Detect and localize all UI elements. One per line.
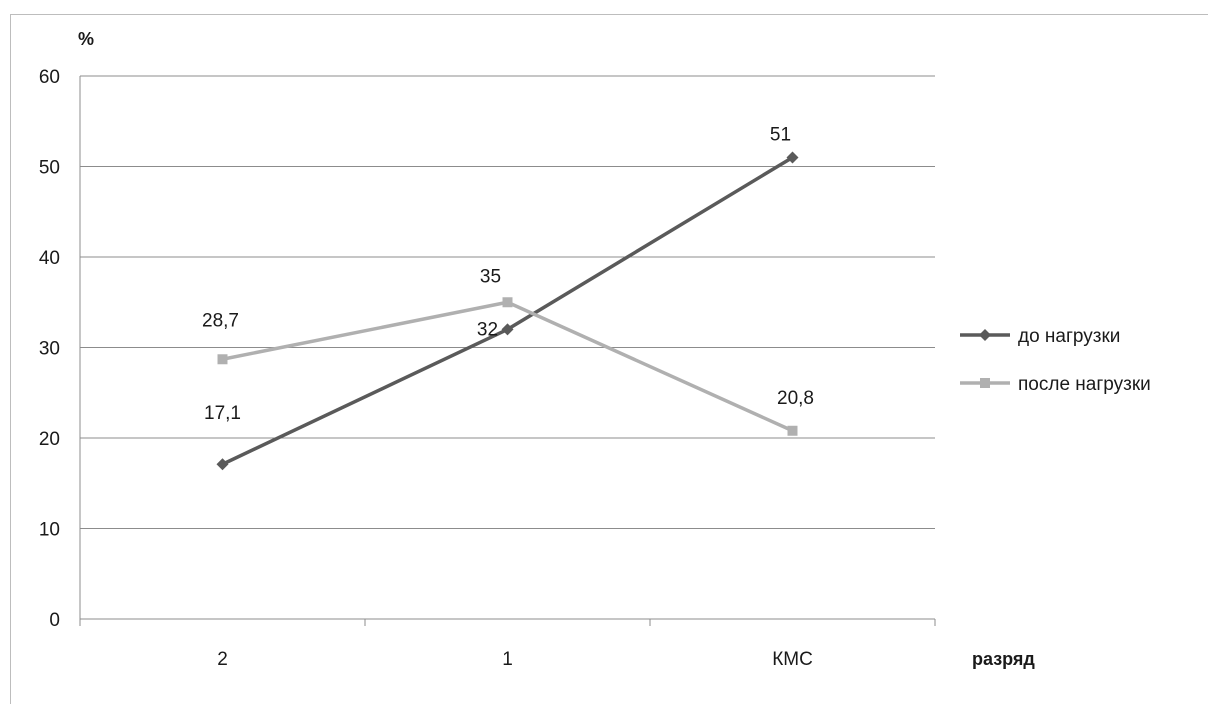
data-label: 20,8: [777, 388, 814, 409]
data-point: [216, 458, 229, 471]
legend-label: после нагрузки: [1018, 374, 1151, 395]
gridlines: [80, 75, 935, 529]
x-tick-label: 2: [217, 649, 228, 670]
axes: [79, 76, 936, 626]
series-line: [222, 300, 794, 433]
x-tick-labels: 2 1 КМС: [217, 649, 813, 670]
y-tick-labels: 0 10 20 30 40 50 60: [39, 67, 60, 631]
series-layer: [216, 151, 799, 471]
data-point: [217, 354, 228, 365]
data-point: [786, 151, 799, 164]
x-tick-label: КМС: [772, 649, 813, 670]
data-label: 51: [770, 124, 791, 145]
data-point: [501, 323, 514, 336]
y-tick-label: 10: [39, 520, 60, 541]
y-tick-label: 50: [39, 158, 60, 179]
legend-label: до нагрузки: [1018, 326, 1120, 347]
data-point: [502, 297, 513, 308]
data-label: 28,7: [202, 310, 239, 331]
y-axis-title: %: [78, 29, 94, 49]
series-line: [221, 155, 794, 466]
y-tick-label: 30: [39, 339, 60, 360]
legend-marker: [980, 378, 990, 388]
data-labels: 17,1 32 51 28,7 35 20,8: [202, 124, 814, 424]
x-axis-title: разряд: [972, 649, 1035, 669]
data-label: 17,1: [204, 403, 241, 424]
y-tick-label: 40: [39, 248, 60, 269]
data-label: 32: [477, 319, 498, 340]
chart-frame: [10, 14, 1208, 704]
data-point: [787, 425, 798, 436]
x-tick-label: 1: [502, 649, 513, 670]
y-tick-label: 60: [39, 67, 60, 88]
y-tick-label: 20: [39, 429, 60, 450]
data-label: 35: [480, 266, 501, 287]
y-tick-label: 0: [49, 610, 60, 631]
legend-marker: [979, 329, 991, 341]
legend: до нагрузки после нагрузки: [960, 326, 1151, 395]
